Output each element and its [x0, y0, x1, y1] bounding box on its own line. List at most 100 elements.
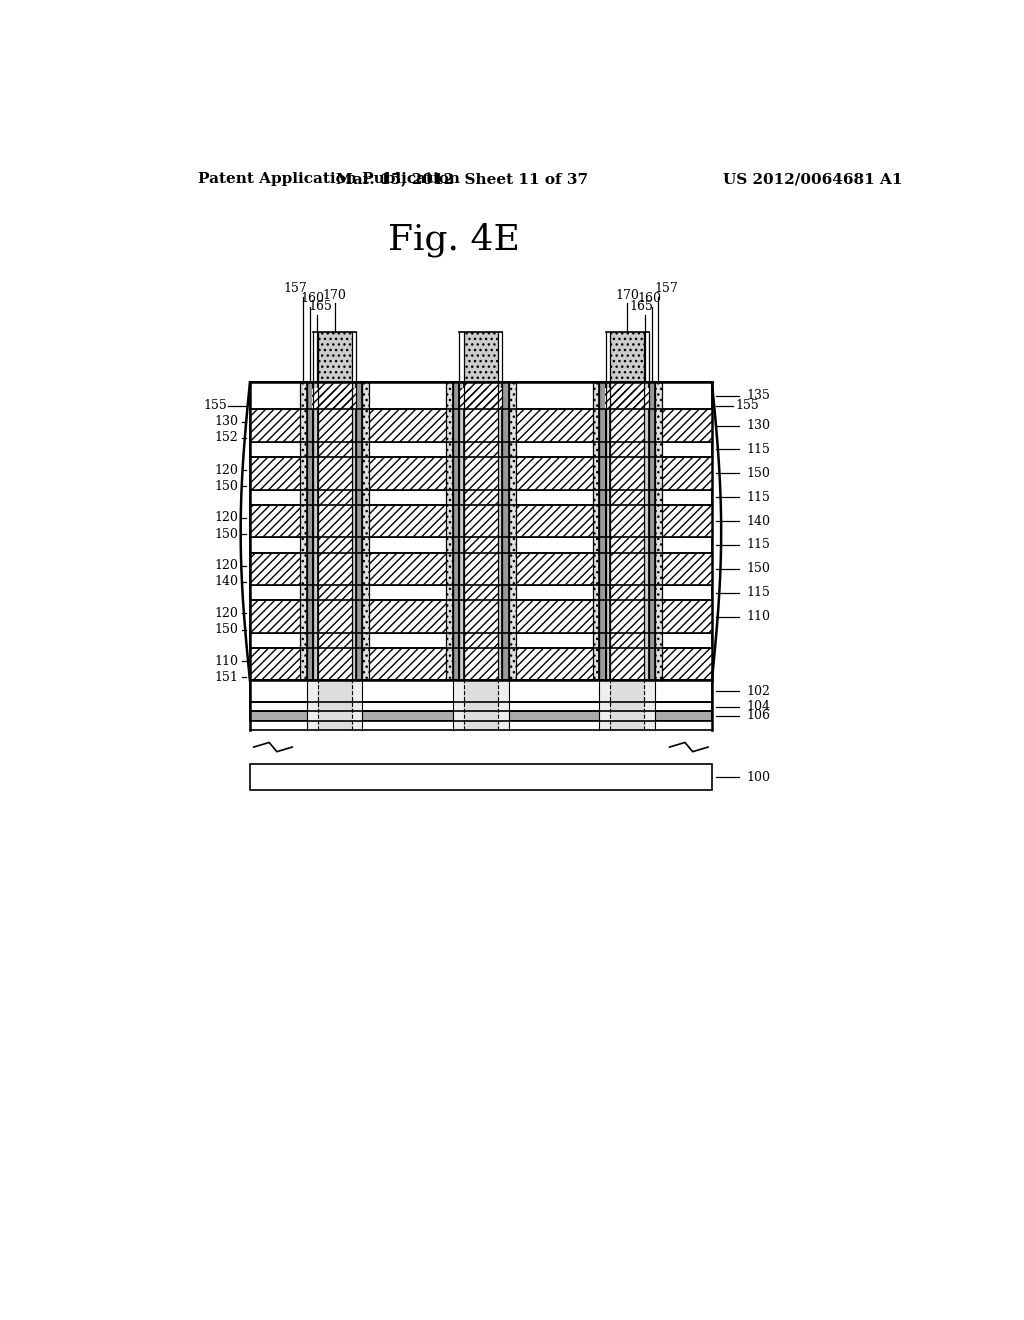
Bar	[250, 721, 712, 730]
Text: 115: 115	[746, 586, 770, 599]
Bar	[250, 648, 300, 681]
Text: 157: 157	[284, 282, 307, 296]
Bar	[610, 333, 644, 383]
Bar	[307, 681, 362, 730]
Bar	[370, 409, 446, 442]
Bar	[515, 504, 593, 537]
Bar	[370, 504, 446, 537]
Bar	[515, 409, 593, 442]
Bar	[250, 585, 712, 601]
Bar	[250, 764, 712, 789]
Bar	[250, 601, 300, 632]
Bar	[250, 409, 300, 442]
Bar	[464, 333, 498, 383]
Bar	[250, 457, 712, 490]
Text: 115: 115	[746, 491, 770, 504]
Bar	[250, 632, 712, 648]
Text: Fig. 4E: Fig. 4E	[388, 222, 520, 256]
Bar	[356, 383, 362, 681]
Text: 110: 110	[746, 610, 770, 623]
Bar	[317, 383, 351, 681]
Bar	[515, 553, 593, 585]
Text: 152: 152	[215, 432, 239, 445]
Text: 120: 120	[214, 463, 239, 477]
Bar	[610, 333, 644, 383]
Bar	[662, 553, 712, 585]
Bar	[250, 457, 300, 490]
Bar	[515, 409, 593, 442]
Bar	[300, 383, 307, 681]
Bar	[662, 553, 712, 585]
Bar	[662, 648, 712, 681]
Bar	[312, 388, 357, 411]
Text: Mar. 15, 2012  Sheet 11 of 37: Mar. 15, 2012 Sheet 11 of 37	[336, 172, 588, 186]
Text: 155: 155	[735, 399, 759, 412]
Bar	[509, 383, 515, 681]
Bar	[250, 537, 712, 553]
Bar	[644, 383, 649, 681]
Bar	[250, 702, 712, 711]
Text: 140: 140	[746, 515, 770, 528]
Text: 150: 150	[214, 623, 239, 636]
Text: 150: 150	[214, 480, 239, 492]
Bar	[446, 383, 454, 681]
Text: Patent Application Publication: Patent Application Publication	[199, 172, 461, 186]
Text: 130: 130	[746, 418, 770, 432]
Bar	[503, 383, 509, 681]
Bar	[515, 648, 593, 681]
Bar	[362, 383, 370, 681]
Bar	[317, 333, 351, 383]
Bar	[459, 388, 503, 411]
Bar	[515, 553, 593, 585]
Text: 160: 160	[638, 293, 662, 305]
Text: 150: 150	[214, 528, 239, 541]
Bar	[610, 383, 644, 681]
Bar	[498, 383, 503, 681]
Bar	[317, 681, 351, 730]
Bar	[250, 409, 712, 442]
Bar	[370, 553, 446, 585]
Bar	[464, 383, 498, 681]
Text: 115: 115	[746, 444, 770, 455]
Bar	[655, 383, 662, 681]
Bar	[250, 504, 300, 537]
Bar	[300, 383, 307, 681]
Bar	[515, 457, 593, 490]
Bar	[454, 383, 460, 681]
Bar	[250, 553, 300, 585]
Bar	[250, 553, 712, 585]
Bar	[464, 333, 498, 383]
Text: 157: 157	[654, 282, 678, 296]
Bar	[250, 681, 712, 702]
Text: 165: 165	[309, 300, 333, 313]
Text: 155: 155	[203, 399, 226, 412]
Bar	[250, 711, 712, 721]
Text: 151: 151	[214, 671, 239, 684]
Bar	[662, 409, 712, 442]
Bar	[515, 504, 593, 537]
Bar	[250, 648, 712, 681]
Text: 130: 130	[214, 416, 239, 428]
Bar	[649, 383, 655, 681]
Text: 140: 140	[214, 576, 239, 589]
Bar	[370, 504, 446, 537]
Text: 135: 135	[746, 389, 770, 403]
Bar	[662, 601, 712, 632]
Text: 115: 115	[746, 539, 770, 552]
Bar	[362, 383, 370, 681]
Bar	[250, 457, 300, 490]
Bar	[459, 388, 503, 411]
Text: 120: 120	[214, 560, 239, 573]
Bar	[312, 388, 357, 411]
Bar	[464, 681, 498, 730]
Text: 160: 160	[300, 293, 325, 305]
Bar	[250, 648, 300, 681]
Text: 150: 150	[746, 562, 770, 576]
Text: 170: 170	[615, 289, 639, 302]
Bar	[370, 648, 446, 681]
Bar	[662, 457, 712, 490]
Bar	[662, 457, 712, 490]
Bar	[515, 601, 593, 632]
Bar	[250, 490, 712, 506]
Bar	[370, 601, 446, 632]
